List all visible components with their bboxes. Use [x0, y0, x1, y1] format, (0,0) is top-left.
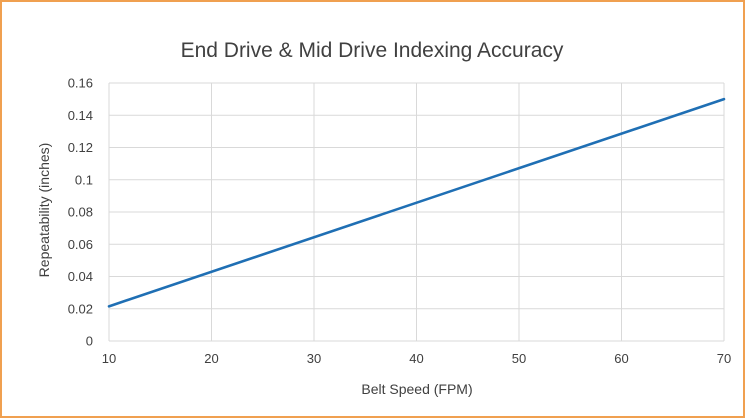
x-tick-label: 20	[204, 351, 218, 366]
chart-title: End Drive & Mid Drive Indexing Accuracy	[181, 39, 564, 62]
x-tick-label: 10	[102, 351, 116, 366]
y-tick-label: 0.04	[68, 269, 93, 284]
series-layer	[107, 97, 726, 308]
x-tick-label: 70	[717, 351, 731, 366]
x-axis-tick-labels: 10 20 30 40 50 60 70	[102, 351, 731, 366]
y-tick-label: 0.06	[68, 237, 93, 252]
y-tick-label: 0.16	[68, 76, 93, 91]
x-tick-label: 30	[307, 351, 321, 366]
y-tick-label: 0.1	[75, 172, 93, 187]
series-line	[107, 97, 726, 308]
y-axis-tick-labels: 0 0.02 0.04 0.06 0.08 0.1 0.12 0.14 0.16	[68, 76, 93, 349]
y-tick-label: 0.14	[68, 108, 93, 123]
y-tick-label: 0.02	[68, 301, 93, 316]
x-tick-label: 40	[409, 351, 423, 366]
x-axis-label: Belt Speed (FPM)	[361, 381, 472, 397]
grid-lines	[108, 82, 725, 342]
x-tick-label: 60	[614, 351, 628, 366]
y-axis-label: Repeatability (inches)	[36, 143, 52, 278]
x-tick-label: 50	[512, 351, 526, 366]
y-tick-label: 0	[86, 334, 93, 349]
y-tick-label: 0.08	[68, 205, 93, 220]
y-tick-label: 0.12	[68, 140, 93, 155]
